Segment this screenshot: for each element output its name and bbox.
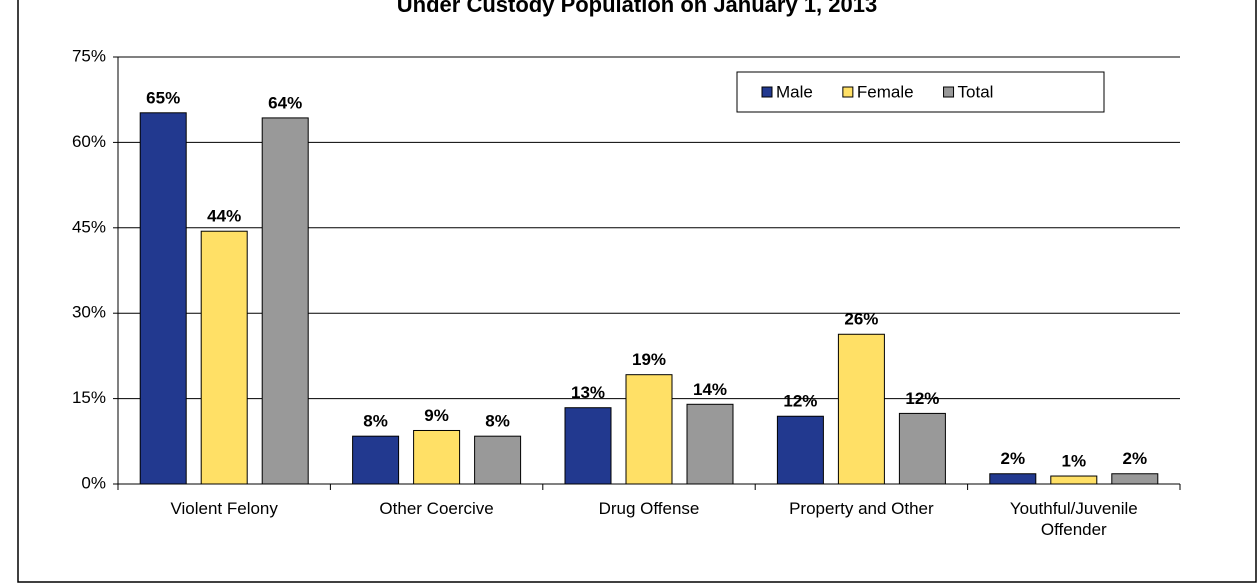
bar: [1050, 475, 1098, 485]
y-tick-label: 45%: [72, 217, 106, 236]
y-tick-label: 30%: [72, 303, 106, 322]
y-tick-label: 0%: [81, 473, 106, 492]
x-tick-label: Property and Other: [789, 499, 934, 518]
value-label: 12%: [783, 392, 817, 411]
value-label: 14%: [693, 380, 727, 399]
x-tick-label: Youthful/Juvenile Offender: [1009, 499, 1138, 539]
bar: [200, 230, 248, 485]
legend-label: Female: [857, 82, 914, 101]
x-tick-label: Other Coercive: [379, 499, 494, 518]
value-label: 8%: [485, 412, 510, 431]
x-tick-label: Drug Offense: [598, 499, 700, 518]
legend-swatch: [943, 86, 955, 98]
bar: [139, 112, 187, 485]
bar: [898, 412, 946, 485]
bar: [474, 435, 522, 485]
value-label: 8%: [363, 412, 388, 431]
value-label: 26%: [844, 310, 878, 329]
legend-box: [736, 71, 1105, 113]
bar: [776, 415, 824, 485]
bar: [837, 333, 885, 485]
value-label: 2%: [1001, 449, 1026, 468]
legend-swatch: [761, 86, 773, 98]
value-label: 19%: [632, 350, 666, 369]
value-label: 64%: [268, 93, 302, 112]
value-label: 1%: [1062, 452, 1087, 471]
value-label: 2%: [1123, 449, 1148, 468]
bar: [261, 117, 309, 485]
chart-title: Under Custody Population on January 1, 2…: [397, 0, 877, 17]
y-tick-label: 15%: [72, 388, 106, 407]
value-label: 13%: [571, 383, 605, 402]
bar: [989, 473, 1037, 485]
x-tick-label: Violent Felony: [170, 499, 278, 518]
bar: [625, 374, 673, 485]
value-label: 9%: [424, 406, 449, 425]
value-label: 44%: [207, 207, 241, 226]
bar: [564, 407, 612, 485]
bar: [352, 435, 400, 485]
y-tick-label: 75%: [72, 46, 106, 65]
value-label: 65%: [146, 88, 180, 107]
bar: [686, 403, 734, 485]
legend-swatch: [842, 86, 854, 98]
legend-label: Male: [776, 82, 813, 101]
bar: [1111, 473, 1159, 485]
bar: [413, 429, 461, 485]
legend-label: Total: [958, 82, 994, 101]
y-tick-label: 60%: [72, 132, 106, 151]
value-label: 12%: [905, 389, 939, 408]
